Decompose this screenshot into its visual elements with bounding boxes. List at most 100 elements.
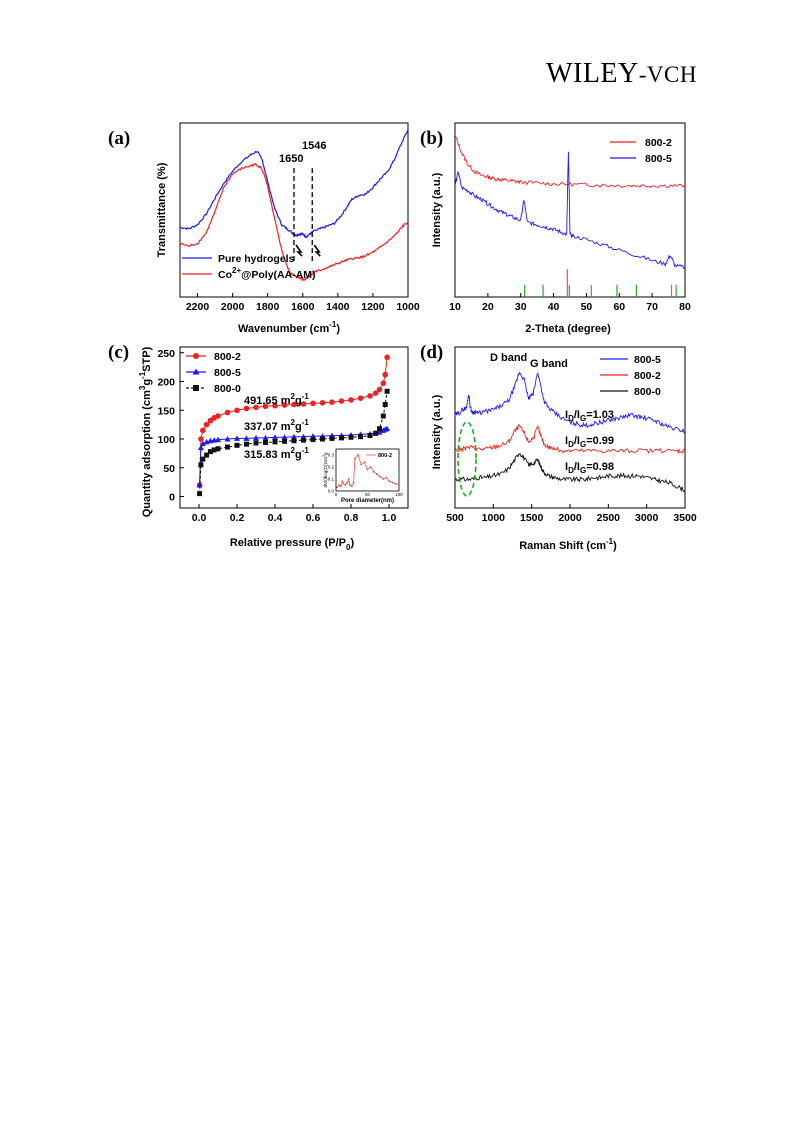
panel-c-point-800-2 xyxy=(200,427,206,434)
panel-b-xtick-label: 20 xyxy=(482,301,494,313)
panel-c-point-800-2 xyxy=(215,413,221,419)
panel-c-plot: 0.0 0.2 0.4 0.6 0.8 1.0 0 50 100 150 200 250 xyxy=(157,346,409,524)
inset-xtick-label: 50 xyxy=(365,492,371,497)
panel-c-ytick-label: 0 xyxy=(169,492,175,504)
inset-ytick-label: 0.0 xyxy=(328,489,335,494)
panel-d: (d) 500 1000 1500 2000 2500 3000 3500 Intensit… xyxy=(420,342,697,552)
id-ig-800-0: ID/IG=0.98 xyxy=(565,461,614,475)
panel-b-xtick-label: 50 xyxy=(581,301,593,313)
inset-ylabel: dV/(dlog(D))cm3g xyxy=(322,452,328,487)
panel-c-xtick-label: 0.4 xyxy=(268,512,283,524)
panel-c-point-800-2 xyxy=(319,399,326,406)
legend-c-800-0: 800-0 xyxy=(214,383,241,395)
panel-c-point-800-0 xyxy=(320,436,325,442)
inset-point xyxy=(379,475,381,478)
panel-a-arrow-1546 xyxy=(313,244,321,257)
panel-label-b: (b) xyxy=(420,128,443,149)
panel-c-frame xyxy=(179,346,409,509)
panel-b-xtick-label: 80 xyxy=(679,301,691,313)
panel-c-point-800-0 xyxy=(310,437,316,443)
inset-xtick-label: 100 xyxy=(395,492,403,497)
panel-d-xtick-label: 1000 xyxy=(482,512,506,524)
inset-point xyxy=(336,486,339,489)
bet-area-800-2: 491.65 m2g-1 xyxy=(244,392,309,407)
panel-c-point-800-0 xyxy=(272,439,278,445)
legend-d-800-2: 800-2 xyxy=(634,370,661,382)
inset-point xyxy=(394,482,397,485)
legend-co-poly: Co2+@Poly(AA-AM) xyxy=(218,266,316,281)
inset-point xyxy=(357,454,359,456)
panel-c-point-800-0 xyxy=(207,449,213,455)
panel-c-point-800-0 xyxy=(373,430,379,436)
inset-point xyxy=(350,485,353,488)
panel-b: (b) 10 20 30 40 50 60 70 80 Intensity (a.u.) 2-… xyxy=(420,122,691,335)
panel-c-series-line-1 xyxy=(199,428,388,486)
panel-c-point-800-0 xyxy=(358,434,363,440)
inset-point xyxy=(338,484,341,486)
panel-c-point-800-0 xyxy=(282,438,287,444)
highlight-ellipse xyxy=(457,421,477,497)
brand-suffix: -VCH xyxy=(638,62,697,87)
inset-point xyxy=(363,461,366,464)
panel-c-point-800-0 xyxy=(197,491,203,497)
panel-c-point-800-2 xyxy=(338,398,345,404)
panel-c-point-800-2 xyxy=(376,386,383,393)
id-ig-800-5: ID/IG=1.03 xyxy=(565,409,614,423)
panel-b-xtick-label: 60 xyxy=(613,301,625,313)
panel-c-ytick-label: 250 xyxy=(157,348,175,360)
panel-a-xtick-label: 1600 xyxy=(291,301,315,313)
panel-d-series-0 xyxy=(454,371,686,434)
panel-a-xtick-label: 2000 xyxy=(221,301,245,313)
inset-point xyxy=(340,485,342,488)
panel-c-point-800-0 xyxy=(204,452,210,458)
panel-d-xtick-label: 500 xyxy=(446,512,464,524)
panel-d-xtick-label: 1500 xyxy=(520,512,544,524)
panel-c-point-800-0 xyxy=(380,413,386,419)
panel-c-ytick-label: 100 xyxy=(157,434,175,446)
panel-c-point-800-0 xyxy=(291,438,297,444)
inset-xlabel: Pore diameter(nm) xyxy=(341,498,394,504)
panel-c-point-800-5 xyxy=(281,434,288,440)
panel-c-ytick-label: 50 xyxy=(163,463,175,475)
panel-d-xtick-label: 3000 xyxy=(635,512,659,524)
inset-point xyxy=(348,484,351,486)
panel-c-xtick-label: 0.8 xyxy=(344,512,359,524)
panel-c-point-800-5 xyxy=(384,425,391,432)
panel-c-point-800-0 xyxy=(329,435,335,441)
panel-c-point-800-5 xyxy=(224,436,231,442)
panel-c-point-800-2 xyxy=(203,421,210,428)
panel-c-point-800-0 xyxy=(234,442,240,448)
annotation-1650: 1650 xyxy=(279,153,303,165)
inset-point xyxy=(354,457,356,460)
inset-point xyxy=(382,478,385,480)
panel-c-point-800-2 xyxy=(234,407,240,414)
panel-c-point-800-0 xyxy=(382,402,388,407)
panel-a-xtick-label: 1400 xyxy=(326,301,350,313)
legend-c-800-2: 800-2 xyxy=(214,351,241,363)
panel-c-point-800-2 xyxy=(281,402,288,408)
panel-c-point-800-0 xyxy=(301,437,306,443)
d-band-label: D band xyxy=(490,352,527,364)
panel-b-series-1 xyxy=(454,151,686,270)
panel-c-point-800-2 xyxy=(357,395,364,401)
panel-c-point-800-5 xyxy=(196,482,203,488)
legend-pure-hydrogels: Pure hydrogels xyxy=(218,253,295,265)
panel-b-xtick-label: 70 xyxy=(646,301,658,313)
panel-c-xtick-label: 1.0 xyxy=(382,512,397,524)
panel-b-ylabel: Intensity (a.u.) xyxy=(431,172,443,247)
panel-a-xtick-label: 1000 xyxy=(396,301,420,313)
panel-a-frame xyxy=(179,122,409,298)
panel-b-frame xyxy=(454,122,686,298)
panel-a-legend: Pure hydrogels Co2+@Poly(AA-AM) xyxy=(182,253,316,281)
panel-c-point-800-2 xyxy=(291,401,297,408)
inset-point xyxy=(342,482,345,485)
panel-c-point-800-5 xyxy=(243,435,250,441)
panel-d-series-2 xyxy=(454,452,686,493)
panel-c-point-800-2 xyxy=(300,401,307,407)
panel-c-point-800-0 xyxy=(198,462,204,468)
panel-d-ylabel: Intensity (a.u.) xyxy=(431,394,443,469)
brand-main: WILEY xyxy=(546,58,639,89)
inset-point xyxy=(369,466,372,468)
panel-b-xtick-label: 10 xyxy=(449,301,461,313)
